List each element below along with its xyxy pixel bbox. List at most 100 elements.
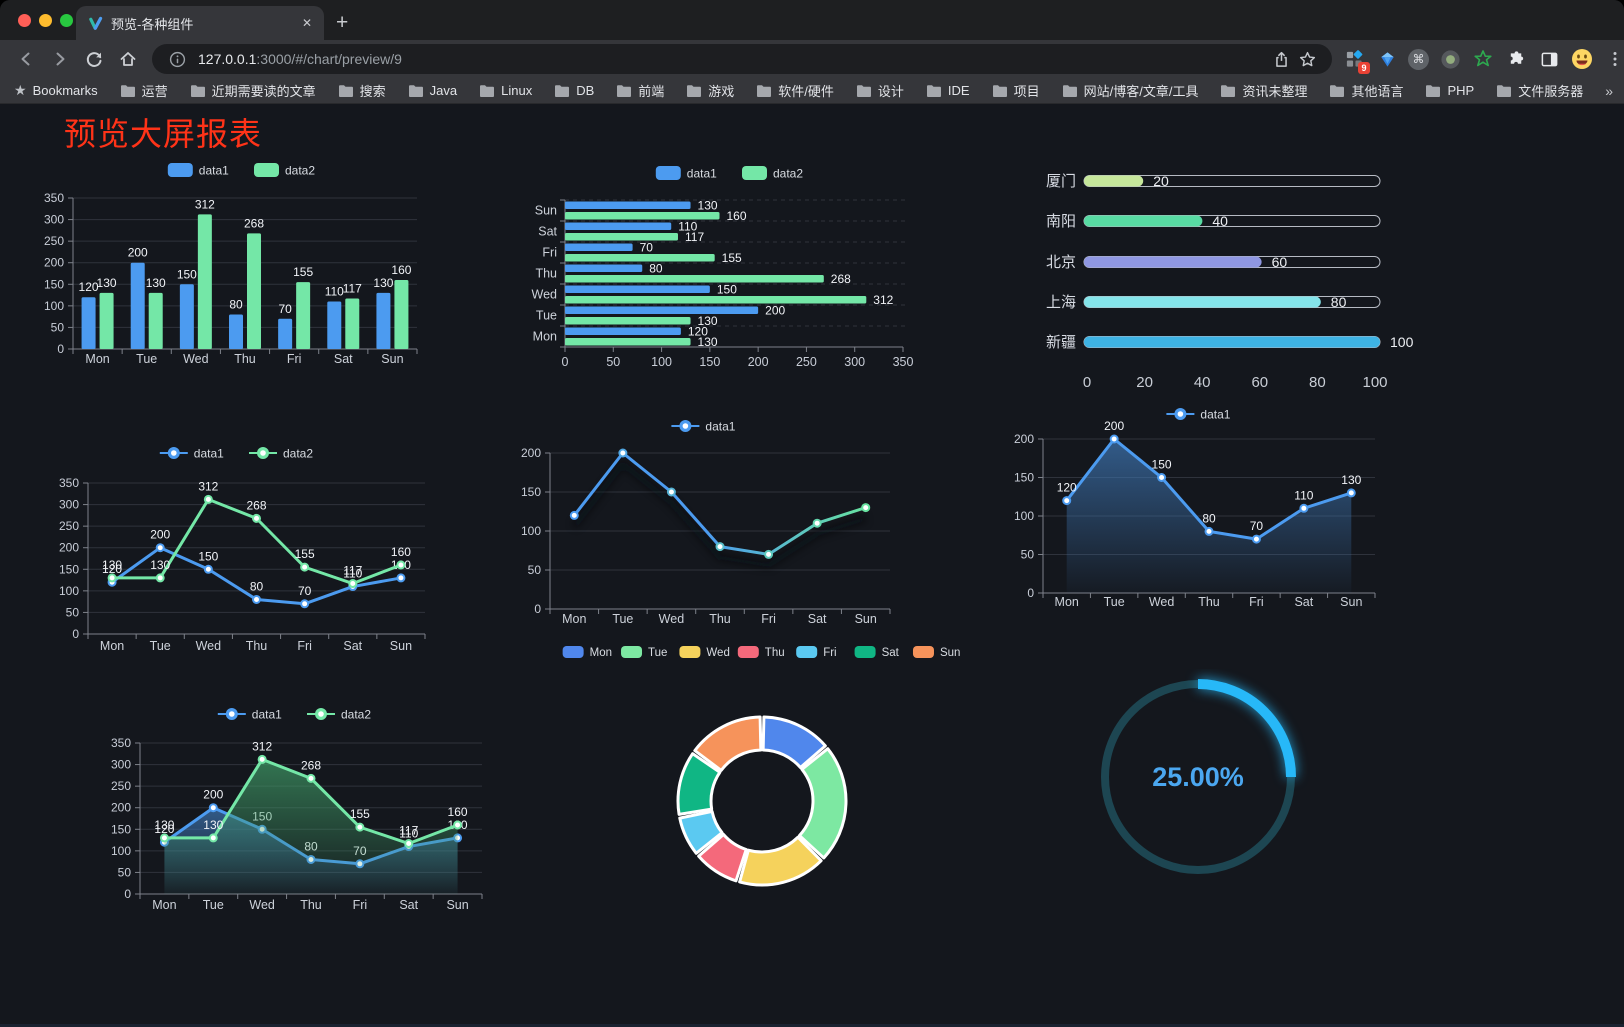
donut-segment-Wed[interactable]	[738, 835, 823, 887]
bookmark-folder[interactable]: 文件服务器	[1496, 81, 1583, 100]
legend-item-data2[interactable]: data2	[254, 163, 315, 177]
bookmark-folder[interactable]: 资讯未整理	[1220, 81, 1307, 100]
gem-extension-icon[interactable]	[1375, 47, 1399, 71]
donut-segment-Fri[interactable]	[678, 809, 724, 855]
chart-line-gradient[interactable]: 0 50 100 150 200 Mon Tue Wed Thu Fri Sat Sun data1	[495, 411, 905, 635]
site-info-icon[interactable]	[164, 46, 190, 72]
svg-text:60: 60	[1251, 374, 1268, 391]
bookmark-folder[interactable]: 运营	[120, 81, 168, 100]
bookmark-folder[interactable]: 项目	[992, 81, 1040, 100]
chart-line-two-series[interactable]: 0 50 100 150 200 250 300 350 Mon Tue Wed Thu Fri Sat S…	[40, 441, 445, 669]
back-icon[interactable]	[12, 45, 40, 73]
folder-icon	[1330, 84, 1345, 97]
bookmark-folder[interactable]: 设计	[856, 81, 904, 100]
address-bar[interactable]: 127.0.0.1:3000/#/chart/preview/9	[152, 44, 1332, 74]
bookmark-folder[interactable]: 游戏	[686, 81, 734, 100]
bookmark-label: 设计	[877, 84, 904, 99]
chart-gauge-percent[interactable]: 25.00%	[1090, 669, 1312, 891]
share-icon[interactable]	[1268, 46, 1294, 72]
bookmark-folder[interactable]: 近期需要读的文章	[190, 81, 316, 100]
dot-extension-icon[interactable]	[1438, 47, 1462, 71]
legend-item-Sun[interactable]: Sun	[912, 646, 960, 659]
bookmark-folder[interactable]: 搜索	[338, 81, 386, 100]
command-extension-icon[interactable]: ⌘	[1408, 48, 1429, 70]
bookmark-star-icon[interactable]	[1294, 46, 1320, 72]
svg-text:Tue: Tue	[648, 647, 667, 659]
bookmark-folder[interactable]: IDE	[926, 83, 970, 98]
extensions-puzzle-icon[interactable]	[1504, 47, 1528, 71]
sidebar-icon[interactable]	[1537, 47, 1561, 71]
svg-text:50: 50	[51, 320, 65, 334]
bookmark-label: 游戏	[708, 84, 735, 99]
x-axis-labels: Mon Tue Wed Thu Fri Sat Sun	[87, 634, 426, 653]
green-star-extension-icon[interactable]	[1471, 47, 1495, 71]
legend-item-Fri[interactable]: Fri	[796, 646, 837, 659]
chart-donut-days[interactable]: Mon Tue Wed Thu Fri Sat Sun	[562, 639, 962, 907]
bookmark-folder[interactable]: 软件/硬件	[756, 81, 834, 100]
browser-tab[interactable]: 预览-各种组件 ✕	[76, 6, 324, 40]
tab-manager-extension-icon[interactable]: 9	[1342, 47, 1370, 74]
window-bottom-edge	[0, 1024, 1624, 1027]
legend-item-data2[interactable]: data2	[307, 707, 371, 721]
bookmark-folder[interactable]: PHP	[1425, 83, 1474, 98]
svg-text:Sat: Sat	[882, 647, 900, 659]
legend-item-data2[interactable]: data2	[742, 166, 803, 180]
legend-item-data2[interactable]: data2	[249, 446, 313, 460]
minimize-window-button[interactable]	[39, 14, 52, 27]
close-window-button[interactable]	[18, 14, 31, 27]
legend-item-Mon[interactable]: Mon	[562, 646, 612, 659]
legend-item-data1[interactable]: data1	[167, 163, 229, 177]
extensions-area: 9 ⌘	[1342, 47, 1624, 74]
bookmarks-manager[interactable]: ★ Bookmarks	[14, 82, 98, 99]
donut-segment-Tue[interactable]	[798, 747, 848, 860]
donut-segment-Mon[interactable]	[761, 715, 827, 770]
chart-line-area-two[interactable]: 0 50 100 150 200 250 300 350 Mon Tue Wed Thu Fri Sat S…	[95, 677, 500, 925]
home-icon[interactable]	[114, 45, 142, 73]
bookmark-folder[interactable]: DB	[554, 83, 594, 98]
svg-text:120: 120	[1057, 481, 1077, 495]
donut-segment-Sat[interactable]	[676, 752, 722, 816]
legend-item-data1[interactable]: data1	[671, 419, 736, 433]
svg-text:Fri: Fri	[542, 246, 557, 260]
legend-item-data1[interactable]: data1	[1166, 407, 1231, 421]
bookmarks-overflow-chevron[interactable]: »	[1605, 82, 1614, 99]
svg-text:Thu: Thu	[765, 647, 785, 659]
line-gradient-svg: 0 50 100 150 200 Mon Tue Wed Thu Fri Sat Sun data1	[521, 419, 891, 626]
series-data1: 130	[565, 198, 718, 212]
svg-text:160: 160	[391, 263, 411, 277]
profile-avatar[interactable]	[1570, 47, 1594, 71]
svg-text:厦门: 厦门	[1046, 173, 1076, 190]
legend-item-Wed[interactable]: Wed	[679, 646, 730, 659]
donut-segment-Sun[interactable]	[693, 715, 763, 772]
new-tab-button[interactable]: +	[336, 11, 349, 34]
svg-text:150: 150	[177, 267, 197, 281]
chart-bar-horizontal[interactable]: data1 data2 0 50 100 150 200 250 300 350 Sun Sat Fri…	[505, 151, 935, 375]
chart-capsule-progress[interactable]: 厦门 20 南阳 40 北京 60 上海 80 新疆 100 0 20 40 60 80 100	[1000, 161, 1440, 401]
bookmark-folder[interactable]: 网站/博客/文章/工具	[1062, 81, 1198, 100]
menu-kebab-icon[interactable]	[1603, 47, 1624, 71]
reload-icon[interactable]	[80, 45, 108, 73]
bookmark-folder[interactable]: Linux	[479, 83, 532, 98]
forward-icon[interactable]	[46, 45, 74, 73]
bookmark-folder[interactable]: 前端	[616, 81, 664, 100]
svg-text:Mon: Mon	[562, 612, 586, 626]
gauge: 25.00%	[1101, 679, 1296, 874]
bookmark-folder[interactable]: Java	[408, 83, 457, 98]
legend-item-data1[interactable]: data1	[655, 166, 717, 180]
svg-text:160: 160	[391, 545, 411, 559]
legend-item-data1[interactable]: data1	[217, 707, 282, 721]
fullscreen-window-button[interactable]	[60, 14, 73, 27]
svg-text:Wed: Wed	[183, 352, 209, 366]
legend-item-Sat[interactable]: Sat	[854, 646, 900, 659]
bookmark-folder[interactable]: 其他语言	[1329, 81, 1403, 100]
legend-item-Tue[interactable]: Tue	[621, 646, 667, 659]
chart-line-area-blue[interactable]: 0 50 100 150 200 Mon Tue Wed Thu Fri Sat Sun data1 12…	[985, 401, 1400, 621]
bookmark-label: 项目	[1013, 84, 1040, 99]
bookmark-label: 近期需要读的文章	[211, 84, 316, 99]
legend-item-Thu[interactable]: Thu	[737, 646, 785, 659]
chart-bar-vertical[interactable]: 0 50 100 150 200 250 300 350 Mon Tue Wed Thu Fri Sat S…	[40, 149, 440, 377]
donut-segment-Thu[interactable]	[697, 832, 748, 883]
tab-close-icon[interactable]: ✕	[301, 16, 312, 30]
folder-icon	[992, 84, 1007, 97]
legend-item-data1[interactable]: data1	[159, 446, 224, 460]
